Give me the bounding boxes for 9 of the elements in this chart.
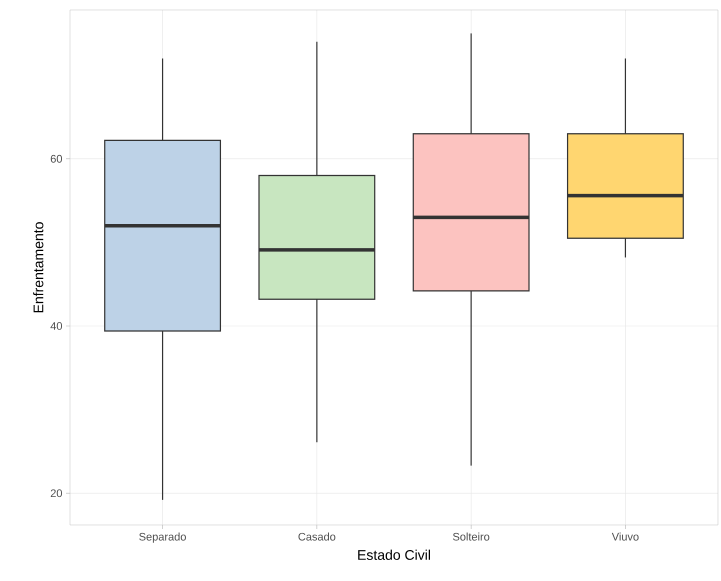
y-axis-title: Enfrentamento <box>33 222 44 312</box>
y-tick-label: 40 <box>50 322 62 330</box>
x-axis-title: Estado Civil <box>358 550 430 560</box>
x-tick-label: Separado <box>139 532 186 543</box>
x-tick-label: Solteiro <box>452 532 490 541</box>
y-tick-label: 60 <box>50 154 62 163</box>
y-tick-label: 20 <box>50 489 62 498</box>
x-tick-label: Viuvo <box>612 532 639 541</box>
x-tick-label: Casado <box>298 532 336 541</box>
